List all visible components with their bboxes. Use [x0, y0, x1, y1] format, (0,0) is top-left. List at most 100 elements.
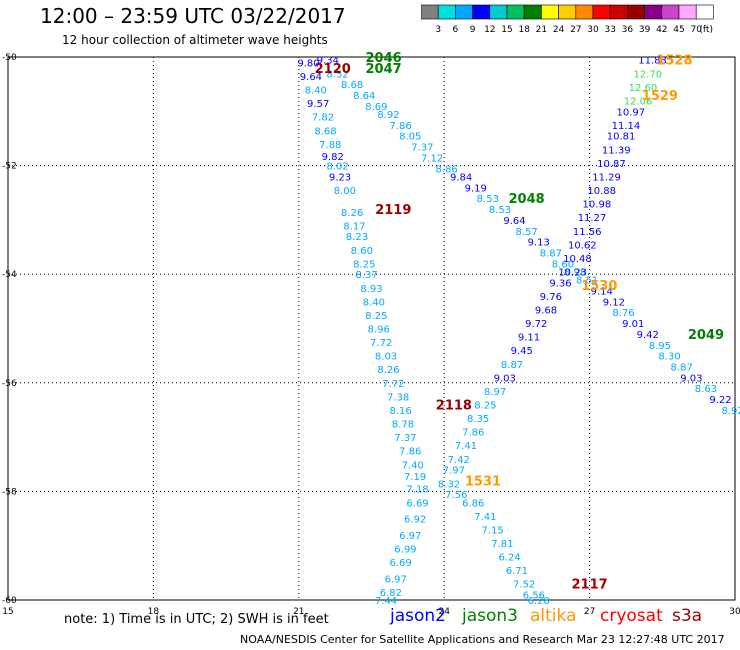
page-title: 12:00 – 23:59 UTC 03/22/2017 [40, 4, 346, 28]
pass-number-label: 2046 [366, 51, 402, 66]
wave-height-point: 7.38 [387, 392, 409, 403]
wave-height-point: 7.37 [411, 143, 433, 154]
colorbar-label: 39 [639, 25, 651, 35]
wave-height-point: 7.41 [474, 512, 496, 523]
legend-s3a: s3a [672, 606, 703, 626]
wave-height-point: 9.64 [300, 72, 322, 83]
pass-number-label: 1528 [656, 54, 692, 69]
wave-height-point: 8.40 [363, 297, 385, 308]
legend-altika: altika [530, 606, 577, 626]
colorbar-label: 18 [518, 25, 530, 35]
wave-height-point: 9.14 [591, 286, 613, 297]
y-tick-label: -58 [2, 487, 17, 497]
legend-jason2: jason2 [390, 606, 446, 626]
wave-height-point: 11.14 [612, 121, 641, 132]
wave-height-point: 7.18 [406, 485, 428, 496]
wave-height-point: 6.71 [506, 566, 528, 577]
wave-height-point: 7.72 [370, 338, 392, 349]
wave-height-point: 6.69 [406, 498, 428, 509]
wave-height-point: 8.17 [343, 221, 365, 232]
y-tick-label: -54 [2, 270, 17, 280]
wave-height-point: 10.62 [568, 240, 597, 251]
wave-height-point: 10.98 [583, 200, 612, 211]
wave-height-point: 8.68 [314, 126, 336, 137]
colorbar-label: 70 [690, 25, 702, 35]
colorbar-label: 9 [470, 25, 476, 35]
wave-height-point: 8.25 [474, 401, 496, 412]
colorbar-label: 6 [453, 25, 459, 35]
pass-number-label: 2049 [688, 328, 724, 343]
pass-number-label: 2120 [315, 62, 351, 77]
wave-height-point: 9.80 [297, 58, 319, 69]
colorbar-label: 36 [622, 25, 634, 35]
wave-height-point: 7.86 [399, 447, 421, 458]
wave-height-point: 6.24 [498, 553, 520, 564]
plot-frame [7, 56, 736, 601]
wave-height-point: 9.82 [322, 152, 344, 163]
wave-height-point: 8.30 [658, 352, 680, 363]
wave-height-point: 7.12 [421, 153, 443, 164]
legend-cryosat: cryosat [600, 606, 663, 626]
pass-number-label: 1529 [642, 89, 678, 104]
wave-height-point: 8.53 [489, 205, 511, 216]
wave-height-point: 10.88 [587, 186, 616, 197]
wave-height-point: 8.87 [540, 248, 562, 259]
wave-height-point: 9.68 [535, 305, 557, 316]
wave-height-point: 8.95 [649, 341, 671, 352]
wave-height-point: 7.37 [394, 433, 416, 444]
wave-height-point: 8.78 [392, 420, 414, 431]
wave-height-point: 9.22 [709, 395, 731, 406]
wave-height-point: 8.16 [389, 406, 411, 417]
pass-number-label: 1530 [581, 279, 617, 294]
wave-height-point: 8.76 [612, 308, 634, 319]
wave-height-point: 9.45 [511, 346, 533, 357]
wave-height-point: 8.23 [346, 232, 368, 243]
wave-height-point: 6.92 [404, 515, 426, 526]
pass-number-label: 2047 [366, 62, 402, 77]
colorbar-label: 12 [484, 25, 495, 35]
color-scale-bar: 3 6 9 12 15 18 21 24 27 30 33 36 39 42 45 70(ft) [421, 4, 714, 35]
y-tick-label: -60 [2, 596, 17, 606]
wave-height-point: 9.01 [622, 319, 644, 330]
wave-height-point: 8.26 [341, 208, 363, 219]
colorbar-label: 24 [553, 25, 565, 35]
x-tick-label: 21 [293, 607, 304, 617]
wave-height-point: 7.40 [402, 460, 424, 471]
wave-height-point: 7.81 [491, 539, 513, 550]
wave-height-point: 8.92 [721, 406, 740, 417]
wave-height-point: 8.87 [501, 360, 523, 371]
pass-number-label: 1531 [465, 475, 501, 490]
colorbar-label: 3 [435, 25, 441, 35]
pass-number-label: 2048 [508, 192, 544, 207]
wave-height-point: 8.64 [353, 91, 375, 102]
wave-height-point: 6.99 [394, 544, 416, 555]
wave-height-point: 9.03 [494, 373, 516, 384]
x-tick-label: 27 [584, 607, 595, 617]
wave-height-point: 9.57 [307, 99, 329, 110]
wave-height-point: 8.87 [671, 363, 693, 374]
wave-height-point: 11.83 [638, 56, 667, 67]
wave-height-point: 8.53 [477, 194, 499, 205]
pass-number-label: 2119 [375, 203, 411, 218]
x-tick-label: 18 [148, 607, 160, 617]
wave-height-point: 9.11 [518, 333, 540, 344]
wave-height-point: 8.92 [377, 110, 399, 121]
wave-height-point: 8.60 [351, 246, 373, 257]
wave-height-point: 8.40 [305, 86, 327, 97]
wave-height-point: 8.98 [564, 267, 586, 278]
wave-height-point: 6.82 [380, 588, 402, 599]
pass-number-label: 2118 [436, 399, 472, 414]
colorbar-label: 15 [501, 25, 512, 35]
wave-height-point: 7.72 [382, 379, 404, 390]
wave-height-point: 10.97 [616, 107, 645, 118]
wave-height-point: 7.88 [319, 140, 341, 151]
wave-height-point: 9.84 [450, 172, 472, 183]
wave-height-point: 7.56 [445, 490, 467, 501]
wave-height-point: 8.05 [399, 132, 421, 143]
wave-height-point: 7.86 [389, 121, 411, 132]
footer-credit: NOAA/NESDIS Center for Satellite Applica… [240, 633, 725, 646]
colorbar-label: 21 [536, 25, 547, 35]
wave-height-point: 8.86 [435, 164, 457, 175]
wave-height-point: 9.23 [329, 172, 351, 183]
wave-height-point: 8.60 [552, 259, 574, 270]
